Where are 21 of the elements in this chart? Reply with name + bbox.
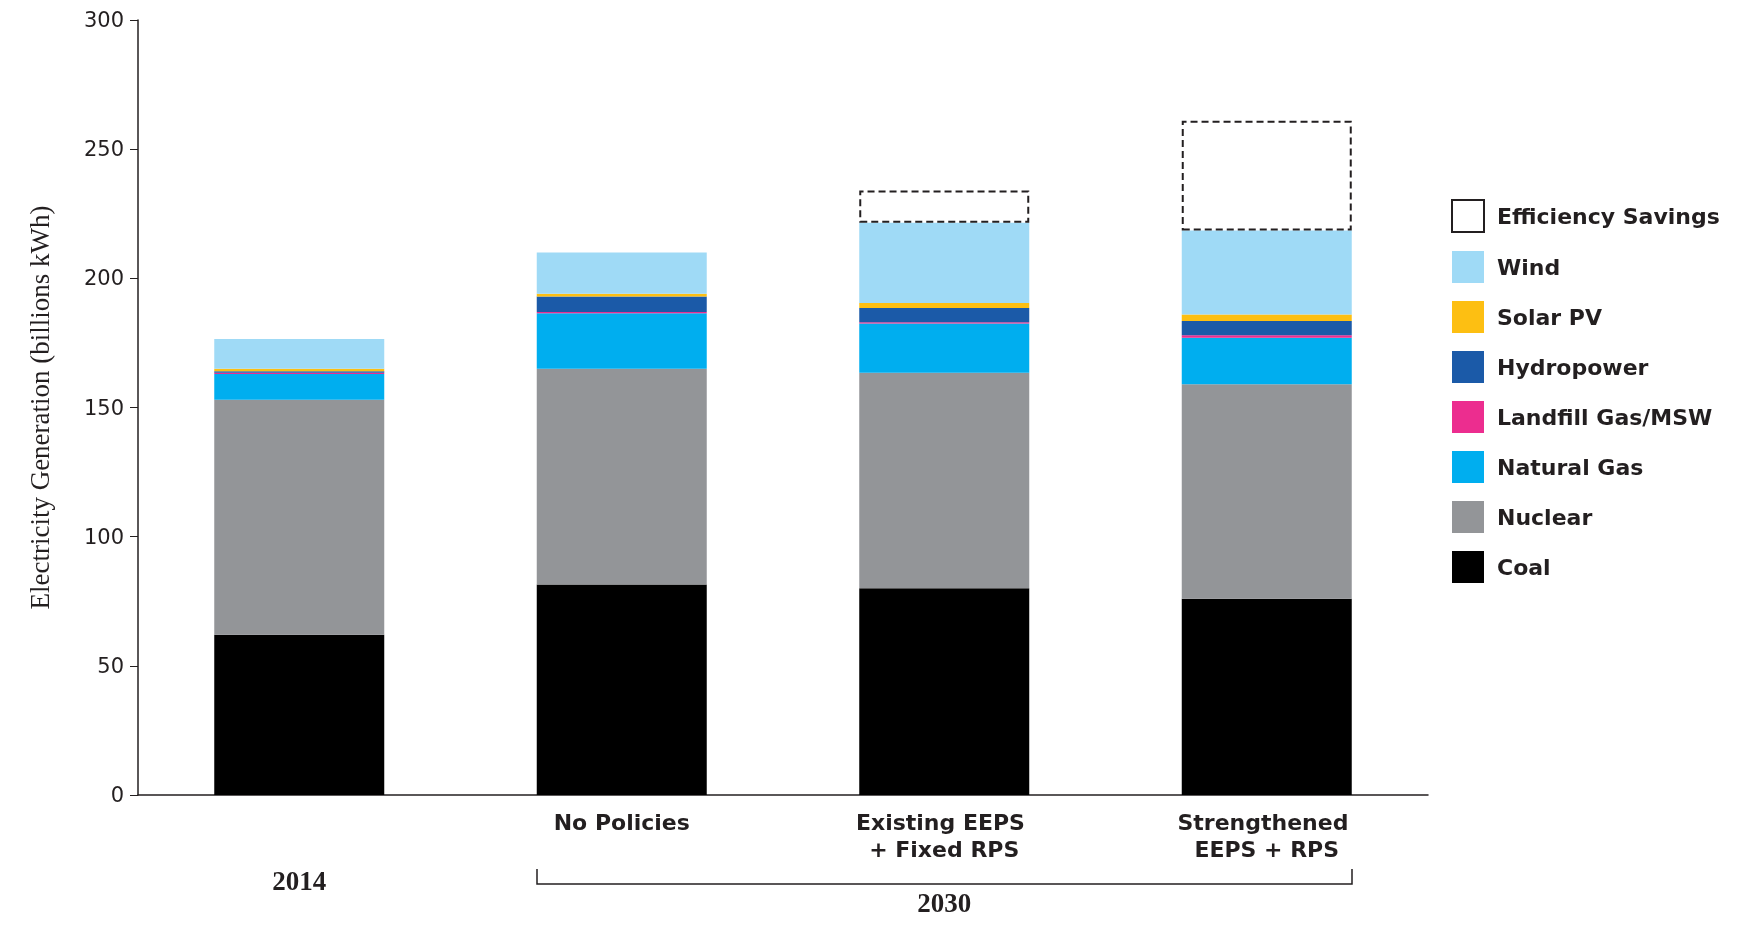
y-tick-label: 300	[83, 8, 124, 32]
x-tick-label: Strengthened EEPS + RPS	[1177, 810, 1357, 862]
y-tick-label: 0	[110, 783, 124, 807]
legend-label: Natural Gas	[1497, 454, 1644, 480]
text: 2030	[917, 888, 972, 918]
y-tick-label: 250	[83, 137, 124, 162]
legend-label: Hydropower	[1497, 354, 1649, 380]
legend-label: Landfill Gas/MSW	[1497, 404, 1713, 430]
legend-label: Wind	[1497, 254, 1561, 280]
x-tick-label: Existing EEPS + Fixed RPS	[855, 810, 1033, 862]
y-tick-label: 200	[83, 266, 124, 291]
x-tick-label: No Policies	[553, 810, 690, 835]
y-axis-title: Electricity Generation (billions kWh)	[24, 205, 55, 610]
legend-label: Solar PV	[1497, 304, 1603, 330]
y-tick-label: 150	[83, 395, 124, 420]
y-tick-label: 50	[97, 653, 124, 678]
legend-label: Nuclear	[1497, 504, 1593, 530]
legend-label: Coal	[1497, 554, 1551, 580]
y-tick-label: 100	[83, 524, 124, 549]
text: 2014	[272, 866, 327, 896]
legend-label: Efficiency Savings	[1497, 203, 1720, 229]
